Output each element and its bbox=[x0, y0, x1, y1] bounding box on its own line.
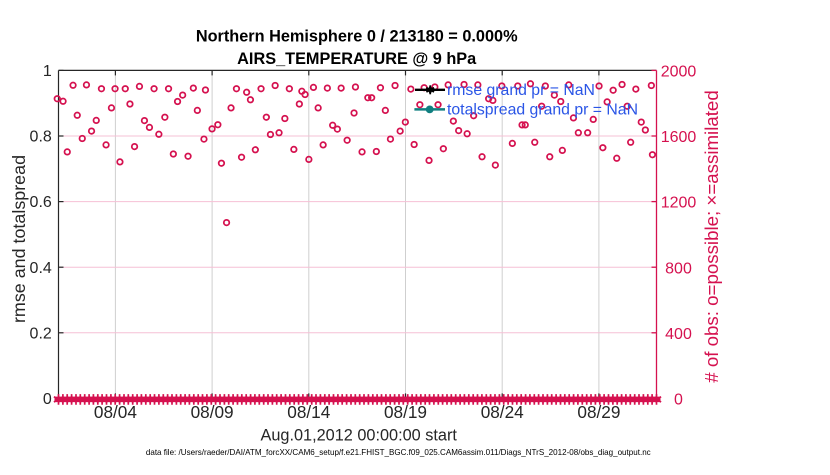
svg-text:08/19: 08/19 bbox=[384, 402, 427, 422]
svg-text:08/04: 08/04 bbox=[94, 402, 137, 422]
svg-text:totalspread grand pr = NaN: totalspread grand pr = NaN bbox=[447, 102, 638, 119]
svg-text:0.8: 0.8 bbox=[30, 129, 52, 146]
svg-text:Aug.01,2012 00:00:00 start: Aug.01,2012 00:00:00 start bbox=[260, 427, 457, 445]
svg-text:0.6: 0.6 bbox=[30, 194, 52, 211]
svg-text:Northern Hemisphere 0 / 213180: Northern Hemisphere 0 / 213180 = 0.000% bbox=[196, 28, 518, 46]
svg-text:08/29: 08/29 bbox=[577, 402, 620, 422]
svg-text:AIRS_TEMPERATURE @ 9 hPa: AIRS_TEMPERATURE @ 9 hPa bbox=[237, 50, 477, 68]
svg-text:1200: 1200 bbox=[661, 195, 697, 212]
svg-text:800: 800 bbox=[665, 260, 692, 277]
svg-text:0.2: 0.2 bbox=[30, 325, 52, 342]
svg-text:data file: /Users/raeder/DAI/A: data file: /Users/raeder/DAI/ATM_forcXX/… bbox=[146, 448, 651, 457]
svg-text:1600: 1600 bbox=[661, 129, 697, 146]
svg-text:rmse and totalspread: rmse and totalspread bbox=[9, 155, 29, 323]
svg-text:rmse grand pr = NaN: rmse grand pr = NaN bbox=[447, 82, 595, 99]
svg-text:08/09: 08/09 bbox=[191, 402, 234, 422]
svg-text:0: 0 bbox=[43, 391, 52, 408]
svg-text:400: 400 bbox=[665, 326, 692, 343]
svg-text:0: 0 bbox=[674, 392, 683, 409]
svg-text:1: 1 bbox=[43, 63, 52, 80]
svg-text:08/14: 08/14 bbox=[287, 402, 330, 422]
svg-text:0.4: 0.4 bbox=[30, 260, 52, 277]
svg-text:08/24: 08/24 bbox=[481, 402, 524, 422]
svg-text:# of obs: o=possible; ×=assimi: # of obs: o=possible; ×=assimilated bbox=[701, 90, 722, 382]
svg-text:2000: 2000 bbox=[661, 64, 697, 81]
